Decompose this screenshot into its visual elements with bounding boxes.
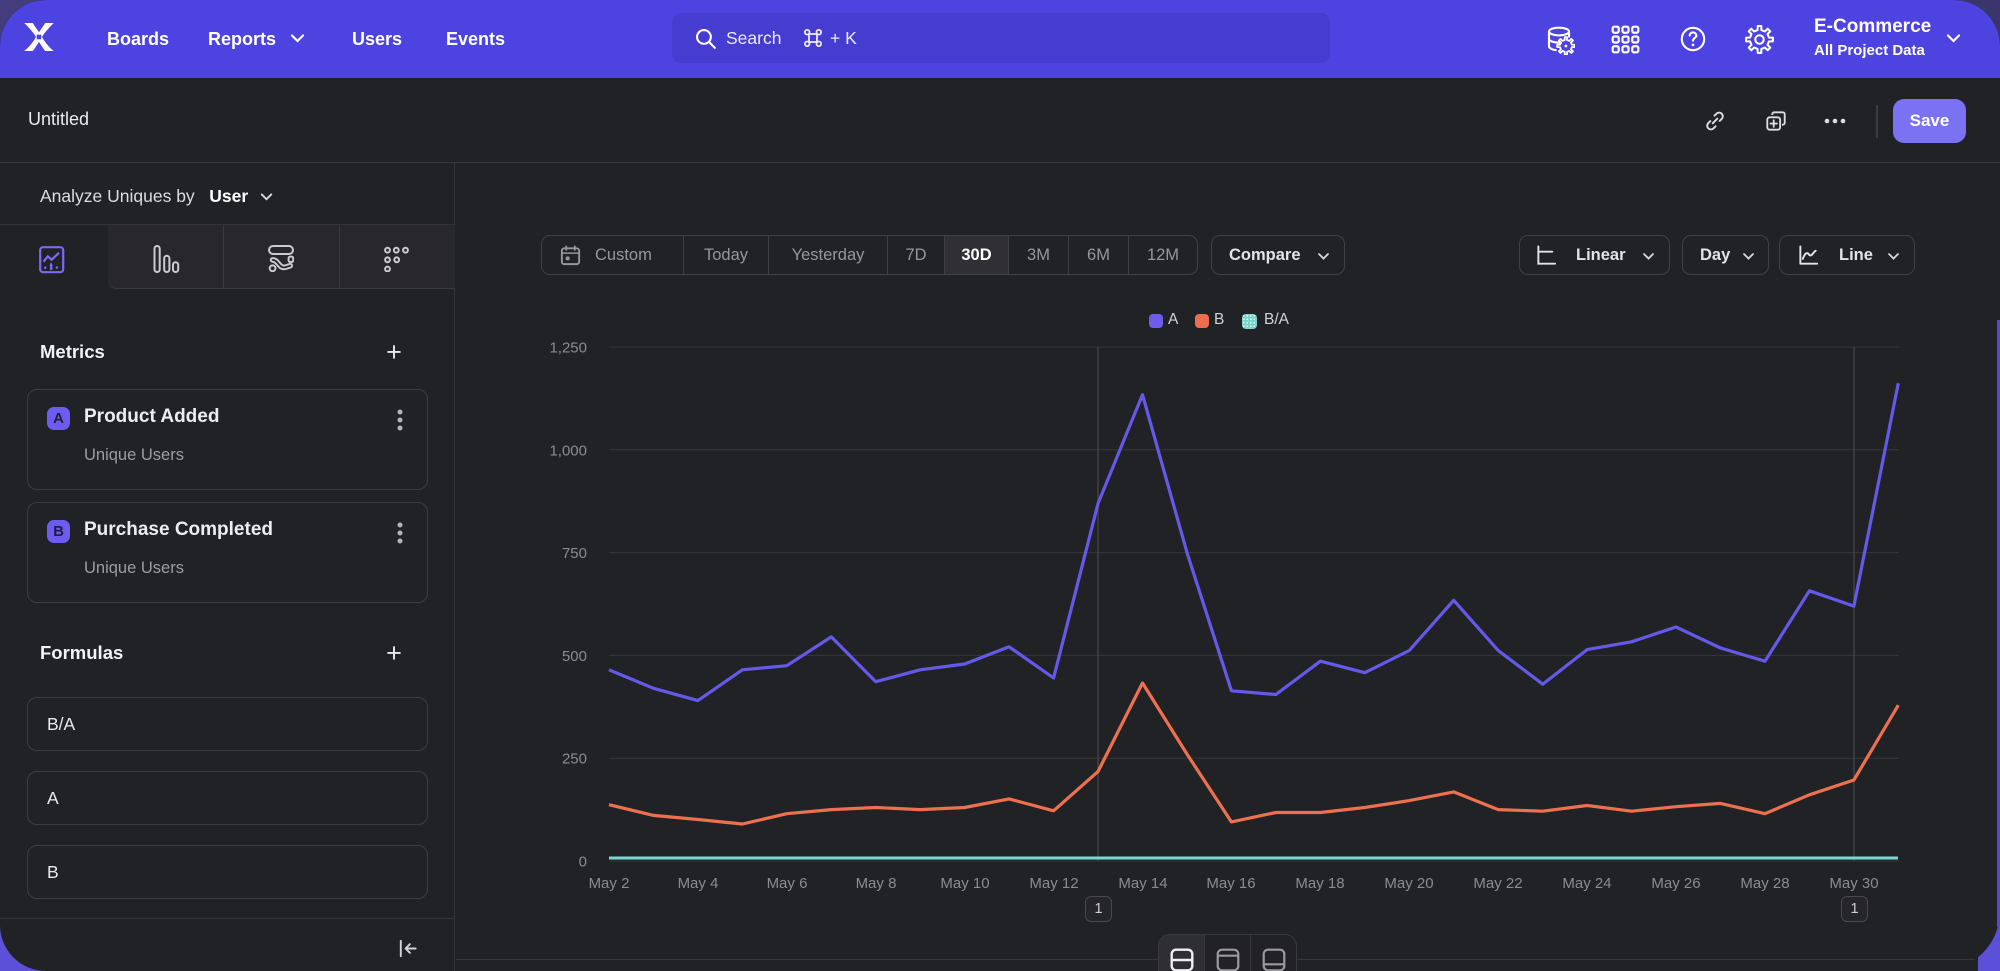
svg-text:May 6: May 6 [767,875,808,892]
svg-text:May 30: May 30 [1829,875,1878,892]
svg-text:500: 500 [562,648,587,665]
svg-text:750: 750 [562,545,587,562]
svg-text:250: 250 [562,751,587,768]
svg-text:May 14: May 14 [1118,875,1167,892]
svg-text:May 2: May 2 [589,875,630,892]
svg-text:May 10: May 10 [940,875,989,892]
svg-text:May 4: May 4 [678,875,719,892]
svg-text:May 12: May 12 [1029,875,1078,892]
svg-text:1,000: 1,000 [549,442,587,459]
svg-text:May 26: May 26 [1651,875,1700,892]
svg-text:May 8: May 8 [856,875,897,892]
svg-text:May 16: May 16 [1206,875,1255,892]
svg-text:May 18: May 18 [1295,875,1344,892]
svg-text:0: 0 [579,854,587,871]
svg-text:May 28: May 28 [1740,875,1789,892]
svg-text:May 24: May 24 [1562,875,1611,892]
svg-text:May 20: May 20 [1384,875,1433,892]
svg-text:May 22: May 22 [1473,875,1522,892]
svg-text:1,250: 1,250 [549,340,587,357]
